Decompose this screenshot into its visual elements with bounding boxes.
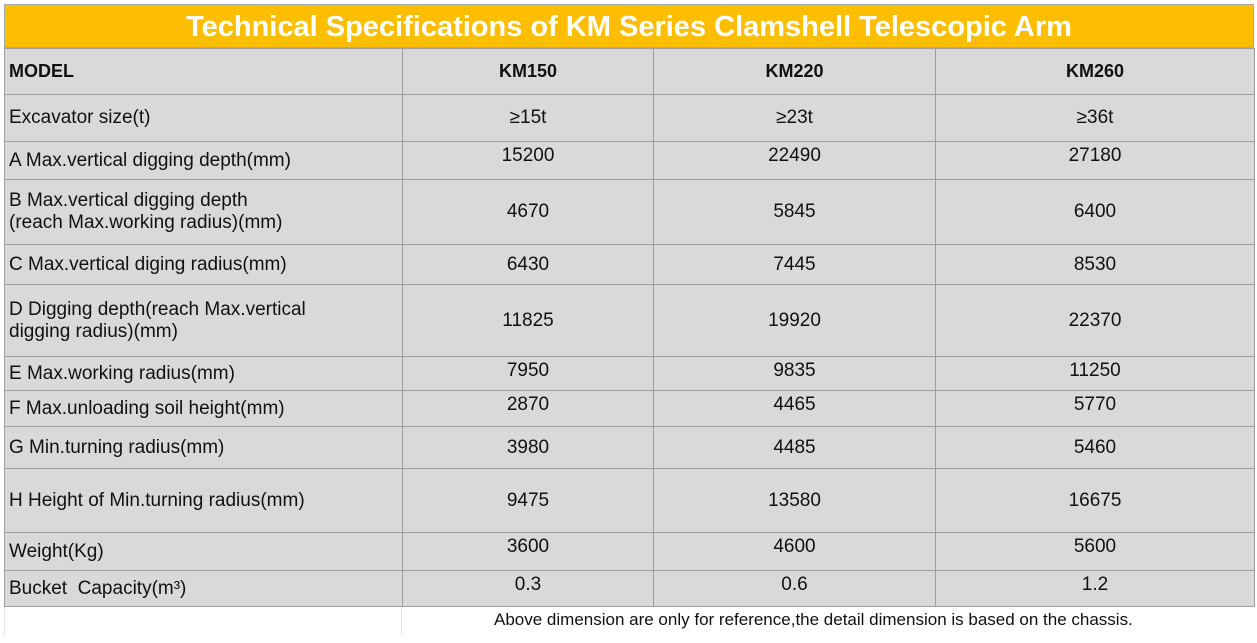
table-row: A Max.vertical digging depth(mm) 15200 2… — [4, 141, 1255, 180]
row-label: Bucket Capacity(m³) — [4, 570, 403, 607]
cell-value: 0.3 — [402, 570, 654, 607]
cell-value: 19920 — [653, 284, 936, 357]
cell-value: 8530 — [935, 244, 1255, 285]
cell-value: 1.2 — [935, 570, 1255, 607]
cell-value: 22490 — [653, 141, 936, 180]
table-row: G Min.turning radius(mm) 3980 4485 5460 — [4, 426, 1255, 469]
table-row: Excavator size(t) ≥15t ≥23t ≥36t — [4, 94, 1255, 142]
row-label: B Max.vertical digging depth (reach Max.… — [4, 179, 403, 245]
cell-value: ≥23t — [653, 94, 936, 142]
cell-value: 6400 — [935, 179, 1255, 245]
cell-value: ≥36t — [935, 94, 1255, 142]
cell-value: 7445 — [653, 244, 936, 285]
cell-value: 27180 — [935, 141, 1255, 180]
page-title: Technical Specifications of KM Series Cl… — [4, 4, 1254, 48]
cell-value: 6430 — [402, 244, 654, 285]
model-header: MODEL — [4, 48, 403, 95]
spec-sheet: Technical Specifications of KM Series Cl… — [4, 4, 1255, 635]
row-label: Excavator size(t) — [4, 94, 403, 142]
row-label: A Max.vertical digging depth(mm) — [4, 141, 403, 180]
row-label: D Digging depth(reach Max.vertical diggi… — [4, 284, 403, 357]
model-km220-header: KM220 — [653, 48, 936, 95]
row-label: H Height of Min.turning radius(mm) — [4, 468, 403, 533]
row-label: F Max.unloading soil height(mm) — [4, 390, 403, 427]
table-row: Bucket Capacity(m³) 0.3 0.6 1.2 — [4, 570, 1255, 607]
cell-value: 4600 — [653, 532, 936, 571]
cell-value: 5845 — [653, 179, 936, 245]
table-row: D Digging depth(reach Max.vertical diggi… — [4, 284, 1255, 357]
cell-value: 3980 — [402, 426, 654, 469]
row-label: C Max.vertical diging radius(mm) — [4, 244, 403, 285]
cell-value: 5600 — [935, 532, 1255, 571]
table-row: F Max.unloading soil height(mm) 2870 446… — [4, 390, 1255, 427]
row-label-line: B Max.vertical digging depth — [9, 190, 248, 211]
table-row: E Max.working radius(mm) 7950 9835 11250 — [4, 356, 1255, 391]
footnote: Above dimension are only for reference,t… — [494, 610, 1133, 629]
cell-value: 7950 — [402, 356, 654, 391]
cell-value: 5460 — [935, 426, 1255, 469]
cell-value: 0.6 — [653, 570, 936, 607]
model-km150-header: KM150 — [402, 48, 654, 95]
row-label-line: (reach Max.working radius)(mm) — [9, 212, 283, 233]
model-km260-header: KM260 — [935, 48, 1255, 95]
cell-value: 4670 — [402, 179, 654, 245]
row-label: G Min.turning radius(mm) — [4, 426, 403, 469]
cell-value: 2870 — [402, 390, 654, 427]
cell-value: 4485 — [653, 426, 936, 469]
row-label-line: D Digging depth(reach Max.vertical — [9, 298, 306, 320]
table-row: H Height of Min.turning radius(mm) 9475 … — [4, 468, 1255, 533]
cell-value: 22370 — [935, 284, 1255, 357]
footer-spacer — [4, 607, 402, 635]
row-label-line: digging radius)(mm) — [9, 320, 178, 342]
cell-value: 11825 — [402, 284, 654, 357]
table-row: Weight(Kg) 3600 4600 5600 — [4, 532, 1255, 571]
cell-value: 3600 — [402, 532, 654, 571]
header-row: MODEL KM150 KM220 KM260 — [4, 48, 1255, 95]
row-label: E Max.working radius(mm) — [4, 356, 403, 391]
cell-value: 4465 — [653, 390, 936, 427]
cell-value: 13580 — [653, 468, 936, 533]
cell-value: 16675 — [935, 468, 1255, 533]
cell-value: 15200 — [402, 141, 654, 180]
spec-table: MODEL KM150 KM220 KM260 Excavator size(t… — [4, 48, 1255, 607]
cell-value: ≥15t — [402, 94, 654, 142]
cell-value: 11250 — [935, 356, 1255, 391]
cell-value: 9835 — [653, 356, 936, 391]
table-row: C Max.vertical diging radius(mm) 6430 74… — [4, 244, 1255, 285]
footer: Above dimension are only for reference,t… — [4, 607, 1254, 635]
cell-value: 9475 — [402, 468, 654, 533]
cell-value: 5770 — [935, 390, 1255, 427]
row-label: Weight(Kg) — [4, 532, 403, 571]
table-row: B Max.vertical digging depth (reach Max.… — [4, 179, 1255, 245]
